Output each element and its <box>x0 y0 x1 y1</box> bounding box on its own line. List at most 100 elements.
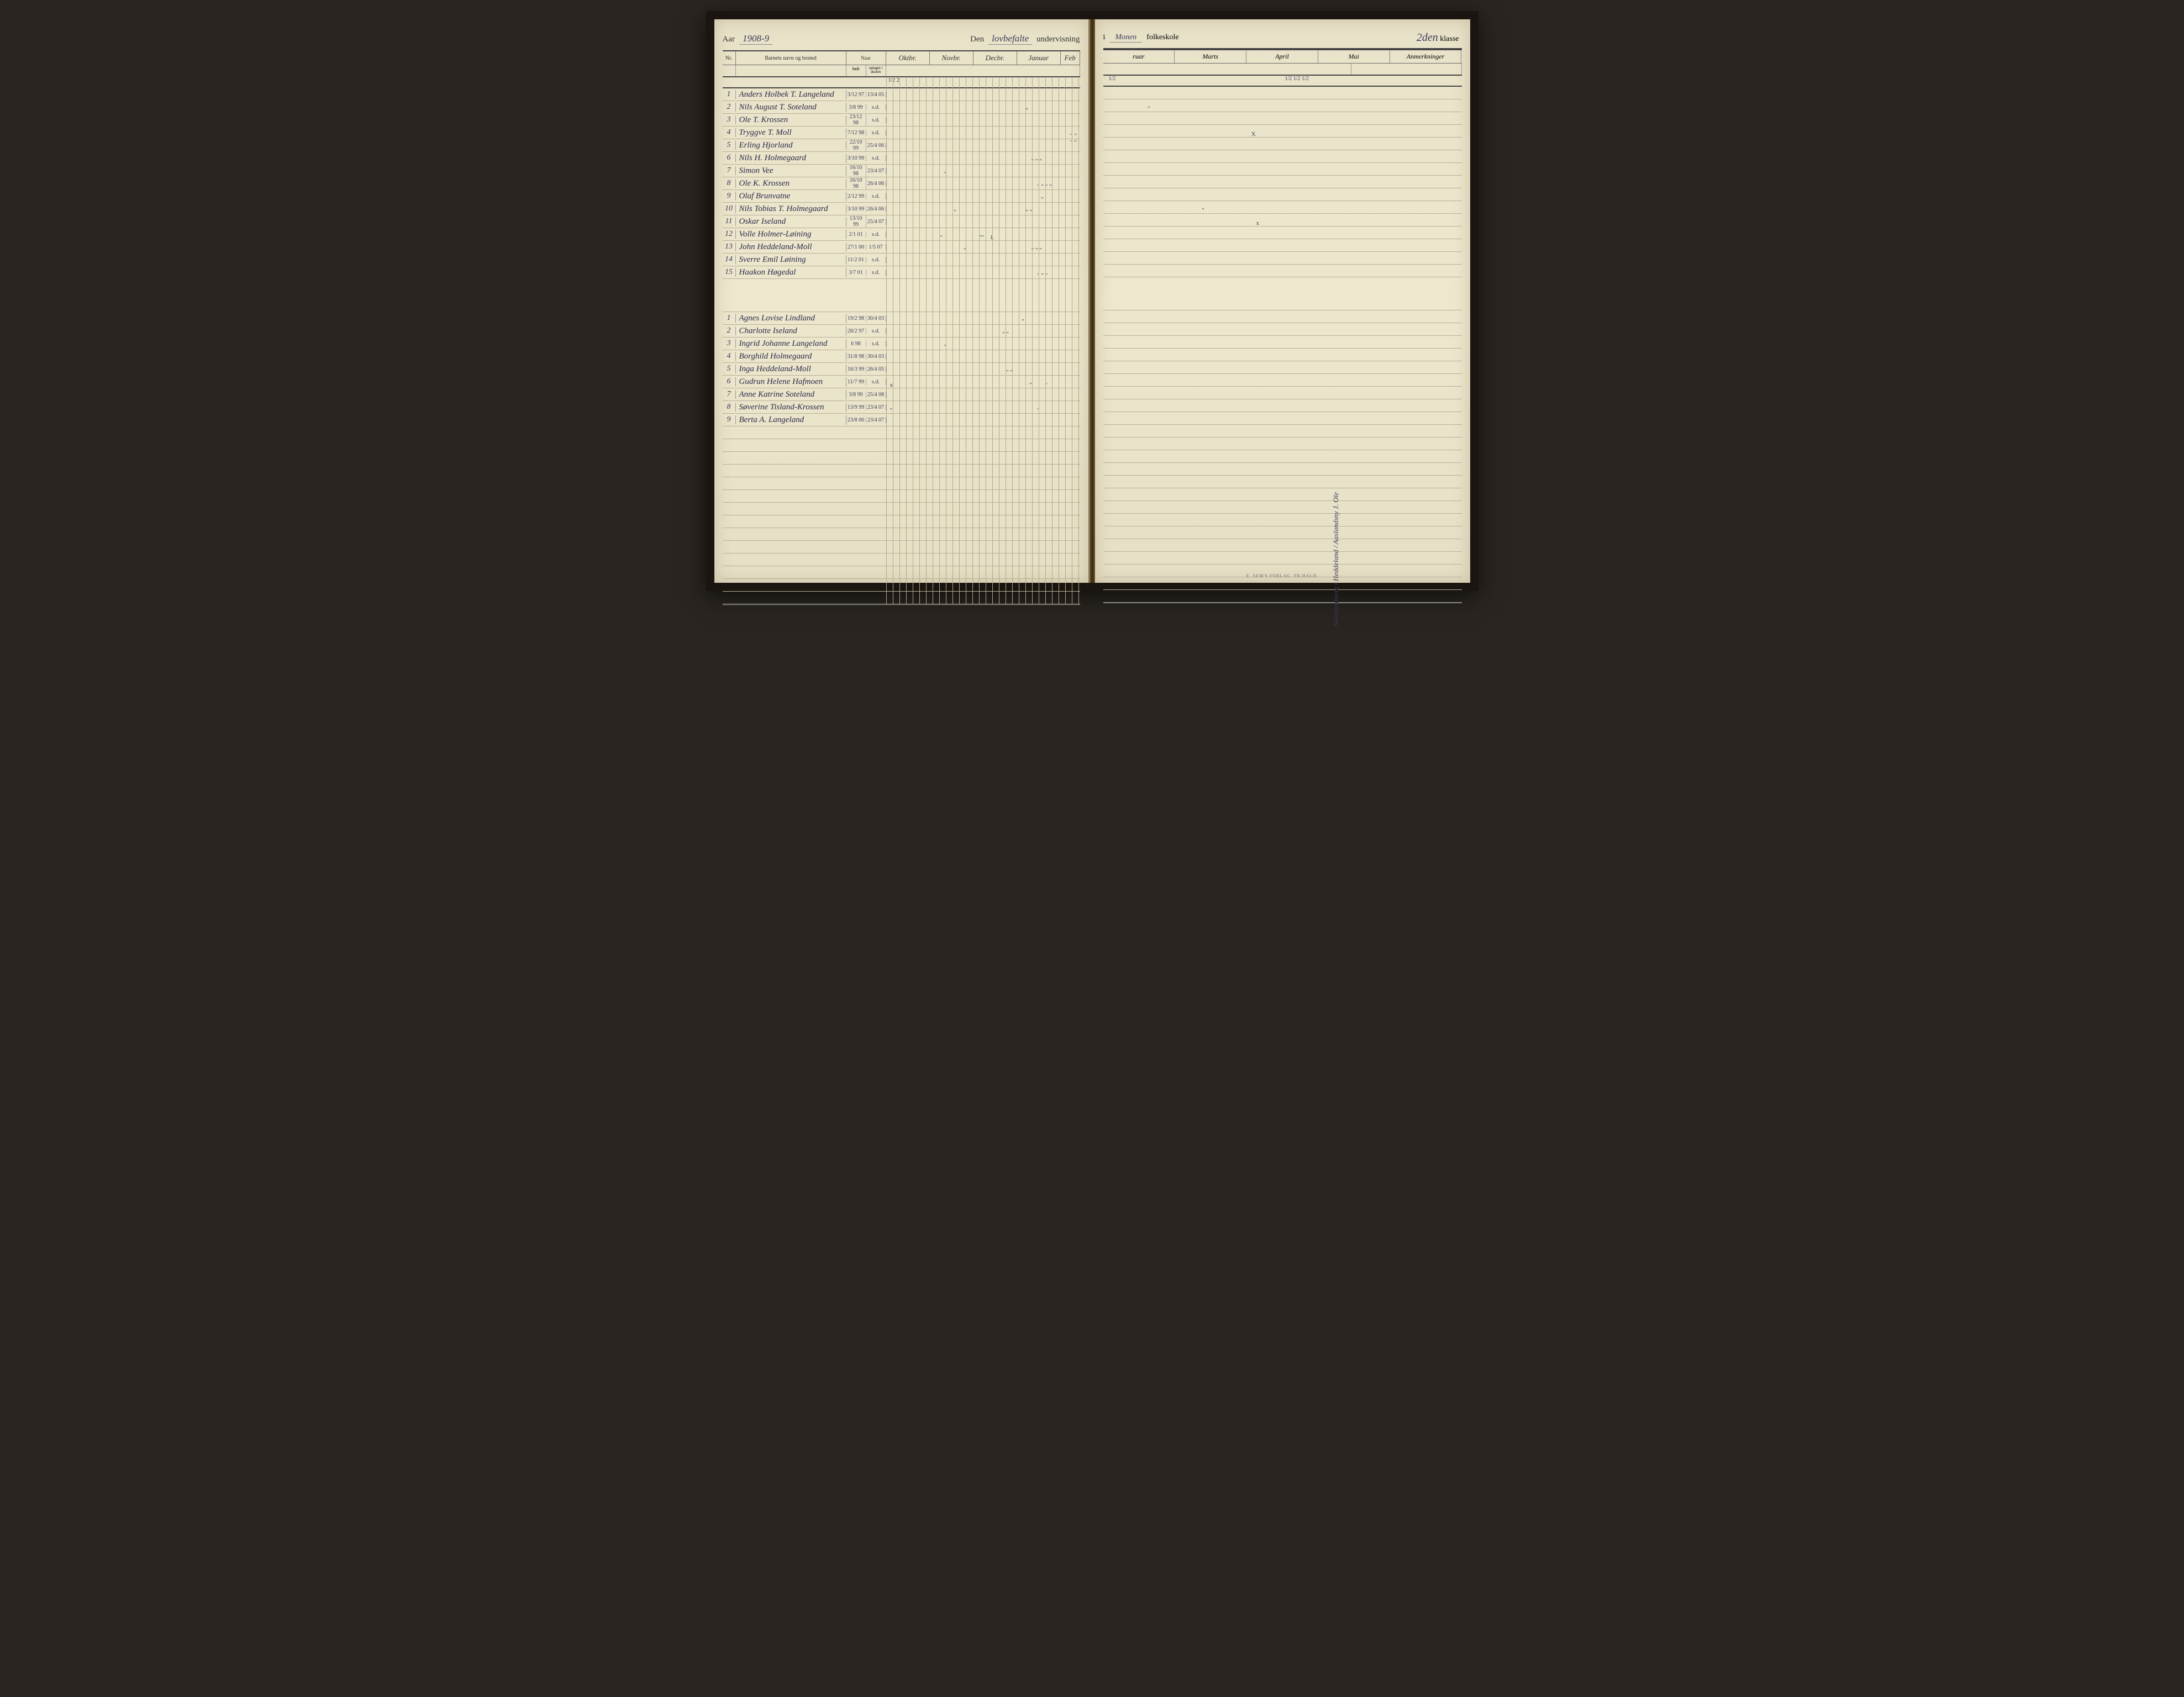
student-row-right <box>1103 188 1462 201</box>
row-nr: 5 <box>723 365 736 373</box>
row-admitted: s.d. <box>866 270 886 276</box>
empty-row <box>723 579 1080 592</box>
sub-headers: født optaget i skolen <box>723 65 1080 77</box>
empty-rows-left <box>723 426 1080 604</box>
empty-row <box>1103 476 1462 488</box>
empty-row <box>723 541 1080 554</box>
student-row-right <box>1103 163 1462 176</box>
attendance-mark: " " " <box>1032 247 1042 254</box>
row-nr: 7 <box>723 166 736 175</box>
student-row: 6Nils H. Holmegaard3/10 99s.d." " " <box>723 152 1080 165</box>
student-row: 6Gudrun Helene Hafmoen11/7 99s.d.x"" <box>723 376 1080 388</box>
empty-row <box>723 592 1080 604</box>
row-nr: 9 <box>723 192 736 201</box>
row-admitted: 23/4 07 <box>866 168 886 174</box>
attendance-mark: " <box>1045 382 1048 388</box>
student-row: 5Inga Heddeland-Moll16/3 9926/4 05" " <box>723 363 1080 376</box>
attendance-mark: " <box>890 407 893 414</box>
publisher-footer: E. SEM'S FORLAG. FR.HALD. <box>1246 573 1318 578</box>
row-admitted: 25/4 07 <box>866 219 886 225</box>
row-born: 13/9 99 <box>846 404 866 410</box>
row-name: Tryggve T. Moll <box>736 128 846 138</box>
student-row-right <box>1103 252 1462 265</box>
student-row-right: " <box>1103 201 1462 214</box>
empty-row <box>1103 425 1462 438</box>
row-name: John Heddeland-Moll <box>736 243 846 252</box>
row-born: 23/12 98 <box>846 114 866 126</box>
attendance-mark: " " " <box>1032 158 1042 165</box>
col-feb: Feb <box>1061 51 1080 65</box>
col-nr: Nr. <box>723 51 736 65</box>
student-row-right <box>1103 239 1462 252</box>
undervisning-type: lovbefalte <box>988 33 1032 45</box>
row-born: 11/7 99 <box>846 379 866 385</box>
empty-row <box>723 490 1080 503</box>
attendance-mark: "" <box>979 234 984 241</box>
row-admitted: 26/4 05 <box>866 366 886 372</box>
empty-row <box>1103 450 1462 463</box>
row-admitted: s.d. <box>866 231 886 238</box>
student-row-right <box>1103 387 1462 399</box>
row-admitted: s.d. <box>866 155 886 161</box>
boys-section: 1Anders Holbek T. Langeland3/12 9713/4 0… <box>723 88 1080 279</box>
student-row: 1Agnes Lovise Lindland19/2 9830/4 03" <box>723 312 1080 325</box>
row-nr: 2 <box>723 103 736 112</box>
row-nr: 4 <box>723 128 736 137</box>
col-april: April <box>1246 50 1318 63</box>
right-table: ruar Marts April Mai Anmerkninger 1/2 1/… <box>1103 48 1462 604</box>
row-nr: 1 <box>723 314 736 323</box>
row-nr: 9 <box>723 415 736 424</box>
empty-row <box>1103 463 1462 476</box>
student-row: 14Sverre Emil Løining11/2 01s.d. <box>723 254 1080 266</box>
right-header: i Monen folkeskole <box>1103 33 1462 43</box>
row-nr: 6 <box>723 377 736 386</box>
student-row-right <box>1103 399 1462 412</box>
row-nr: 12 <box>723 230 736 239</box>
row-born: 27/1 00 <box>846 244 866 250</box>
student-row-right <box>1103 176 1462 188</box>
empty-row <box>1103 526 1462 539</box>
right-date-marks: 1/2 1/2 1/2 1/2 <box>1103 76 1462 87</box>
attendance-mark: x <box>890 382 893 388</box>
left-page: Aar 1908-9 Den lovbefalte undervisning N… <box>714 19 1090 583</box>
attendance-mark: " <box>944 344 947 350</box>
row-born: 3/10 99 <box>846 206 866 212</box>
attendance-mark: l. <box>991 234 994 241</box>
empty-row <box>723 566 1080 579</box>
column-headers: Nr. Barnets navn og bosted Naar Oktbr. N… <box>723 51 1080 65</box>
row-admitted: 25/4 06 <box>866 143 886 149</box>
col-ruar: ruar <box>1103 50 1175 63</box>
student-row-right <box>1103 336 1462 349</box>
attendance-mark: " <box>1041 196 1044 203</box>
student-row-right <box>1103 374 1462 387</box>
col-oktbr: Oktbr. <box>886 51 930 65</box>
student-row: 7Simon Vee16/10 9823/4 07" <box>723 165 1080 177</box>
student-row-right <box>1103 310 1462 323</box>
attendance-mark: " " " " <box>1037 183 1051 190</box>
folkeskole-label: folkeskole <box>1146 33 1178 43</box>
attendance-mark: " " <box>1025 209 1032 215</box>
right-sub-headers <box>1103 64 1462 76</box>
girls-right-section <box>1103 310 1462 425</box>
empty-row <box>723 439 1080 452</box>
boys-right-section: "X"x <box>1103 87 1462 277</box>
row-born: 16/3 99 <box>846 366 866 372</box>
row-nr: 11 <box>723 217 736 226</box>
empty-row <box>723 554 1080 566</box>
row-born: 2/1 01 <box>846 231 866 238</box>
student-row: 7Anne Katrine Soteland3/8 9925/4 08 <box>723 388 1080 401</box>
row-nr: 1 <box>723 90 736 99</box>
attendance-mark: " <box>944 171 947 177</box>
row-name: Nils August T. Soteland <box>736 103 846 112</box>
left-header: Aar 1908-9 Den lovbefalte undervisning <box>723 33 1080 45</box>
col-name: Barnets navn og bosted <box>736 51 846 65</box>
row-name: Simon Vee <box>736 166 846 176</box>
row-nr: 6 <box>723 154 736 162</box>
row-born: 16/10 98 <box>846 177 866 189</box>
row-nr: 15 <box>723 268 736 277</box>
row-born: 3/12 97 <box>846 92 866 98</box>
row-admitted: 26/4 06 <box>866 181 886 187</box>
student-row: 4Tryggve T. Moll7/12 98s.d." " " " <box>723 127 1080 139</box>
student-row-right <box>1103 87 1462 99</box>
empty-row <box>723 528 1080 541</box>
